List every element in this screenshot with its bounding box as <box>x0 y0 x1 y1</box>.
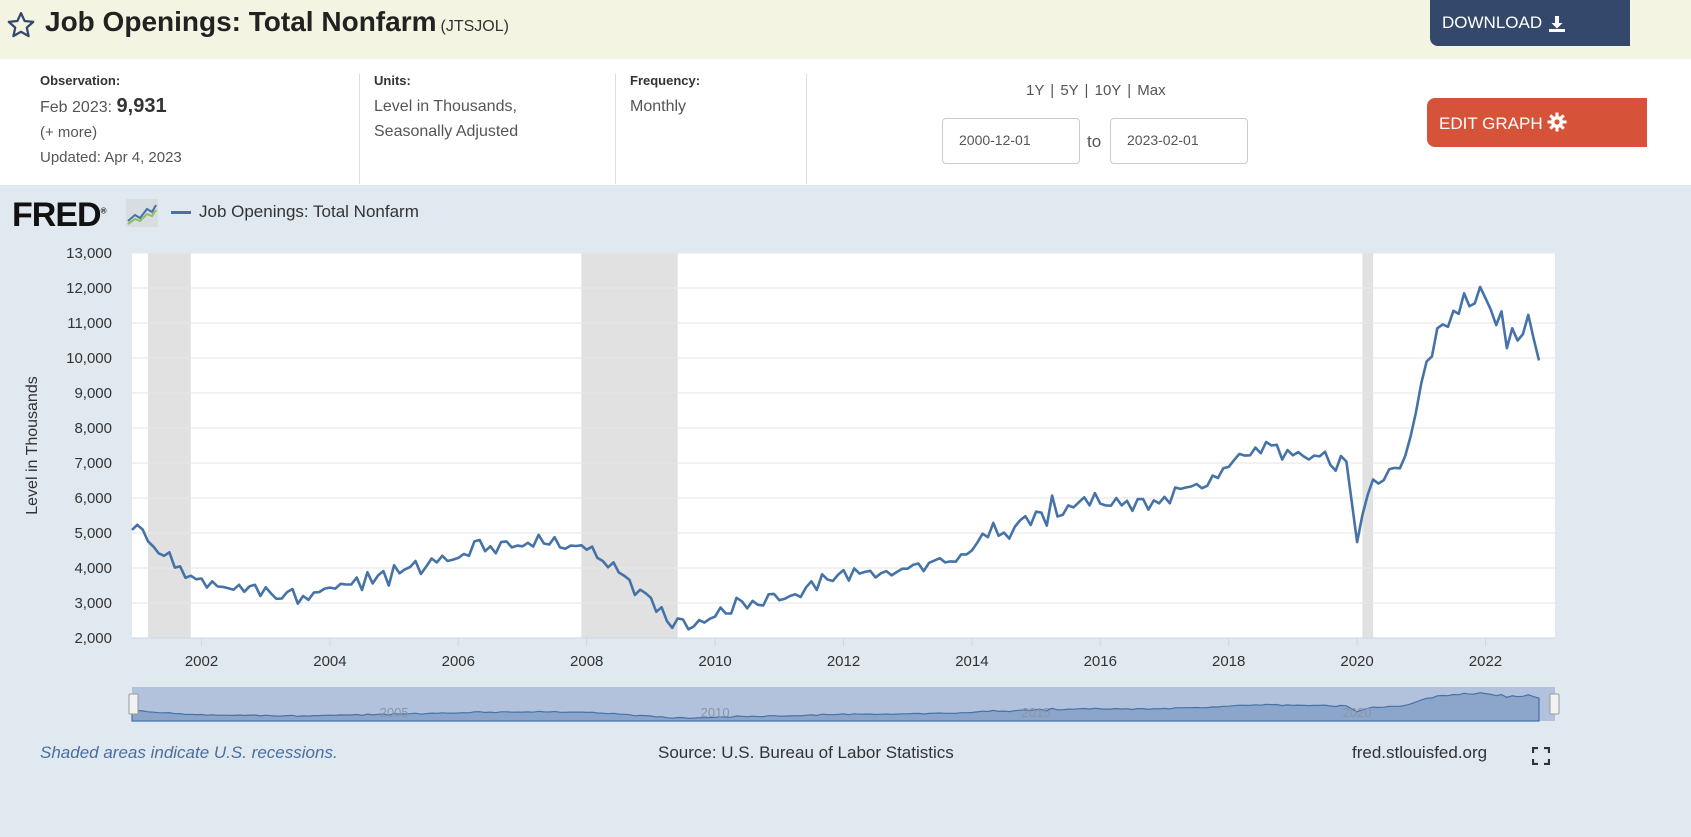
x-tick-label: 2022 <box>1469 653 1502 670</box>
range-max-link[interactable]: Max <box>1137 82 1166 99</box>
observation-period: Feb 2023: <box>40 99 113 116</box>
range-10y-link[interactable]: 10Y <box>1094 82 1122 99</box>
download-label: DOWNLOAD <box>1442 13 1543 32</box>
x-tick-label: 2020 <box>1340 653 1373 670</box>
frequency-label: Frequency: <box>630 73 701 88</box>
more-link[interactable]: (+ more) <box>40 124 98 141</box>
observation-block: Observation: Feb 2023: 9,931 (+ more) Up… <box>40 73 182 170</box>
y-tick-label: 8,000 <box>74 420 112 437</box>
navigator-label: 2020 <box>1343 705 1372 720</box>
observation-label: Observation: <box>40 73 121 88</box>
x-tick-label: 2008 <box>570 653 603 670</box>
units-label: Units: <box>374 73 411 88</box>
end-date-input[interactable]: 2023-02-01 <box>1110 118 1248 164</box>
y-tick-label: 12,000 <box>66 280 112 297</box>
edit-graph-button[interactable]: EDIT GRAPH <box>1427 98 1647 147</box>
legend-series-name: Job Openings: Total Nonfarm <box>199 202 419 221</box>
star-icon[interactable] <box>6 10 36 40</box>
y-tick-label: 2,000 <box>74 630 112 647</box>
plot-background <box>132 253 1555 638</box>
series-line <box>131 285 1541 631</box>
y-tick-label: 5,000 <box>74 525 112 542</box>
range-links: 1Y | 5Y | 10Y | Max <box>1026 82 1166 99</box>
range-5y-link[interactable]: 5Y <box>1060 82 1079 99</box>
recession-band <box>148 253 191 638</box>
legend-swatch <box>171 211 191 215</box>
divider <box>359 74 360 184</box>
recession-band <box>581 253 678 638</box>
divider <box>806 74 807 184</box>
x-tick-label: 2010 <box>698 653 731 670</box>
page-title: Job Openings: Total Nonfarm (JTSJOL) <box>45 6 509 38</box>
range-1y-link[interactable]: 1Y <box>1026 82 1045 99</box>
y-tick-label: 11,000 <box>67 315 112 332</box>
x-tick-label: 2018 <box>1212 653 1245 670</box>
chart-legend: Job Openings: Total Nonfarm <box>171 202 419 222</box>
divider <box>615 74 616 184</box>
navigator-right-handle[interactable] <box>1549 693 1560 715</box>
start-date-input[interactable]: 2000-12-01 <box>942 118 1080 164</box>
chart-svg: 2,000 3,000 4,000 5,000 6,000 7,000 8,000 9,000… <box>24 245 1560 722</box>
updated-date: Updated: Apr 4, 2023 <box>40 149 182 166</box>
to-label: to <box>1087 132 1102 151</box>
y-tick-label: 10,000 <box>66 350 112 367</box>
download-icon <box>1549 15 1566 32</box>
series-meta: Observation: Feb 2023: 9,931 (+ more) Up… <box>0 59 1691 186</box>
x-tick-label: 2002 <box>185 653 218 670</box>
y-tick-label: 9,000 <box>74 385 112 402</box>
fred-logo-text: FRED <box>12 196 102 234</box>
x-tick-label: 2006 <box>442 653 475 670</box>
navigator-label: 2010 <box>701 705 730 720</box>
units-line1: Level in Thousands, <box>374 98 517 115</box>
y-tick-label: 3,000 <box>74 595 112 612</box>
observation-value: 9,931 <box>116 95 167 117</box>
x-tick-label: 2012 <box>827 653 860 670</box>
y-tick-label: 13,000 <box>66 245 112 262</box>
title-text: Job Openings: Total Nonfarm <box>45 6 437 37</box>
navigator-series <box>131 692 1540 722</box>
units-line2: Seasonally Adjusted <box>374 123 519 140</box>
site-link[interactable]: fred.stlouisfed.org <box>1352 743 1488 762</box>
frequency-block: Frequency: Monthly <box>630 73 700 119</box>
y-tick-label: 4,000 <box>74 560 112 577</box>
fred-chart-icon <box>126 199 158 227</box>
x-tick-label: 2016 <box>1084 653 1117 670</box>
edit-graph-label: EDIT GRAPH <box>1439 114 1543 133</box>
fullscreen-icon[interactable] <box>1532 747 1550 765</box>
series-id: (JTSJOL) <box>440 18 509 35</box>
y-axis-label: Level in Thousands <box>24 376 41 514</box>
x-tick-label: 2004 <box>313 653 346 670</box>
navigator-label: 2005 <box>380 705 409 720</box>
gear-icon <box>1547 112 1567 132</box>
navigator-left-handle[interactable] <box>128 693 139 715</box>
fred-logo: FRED® <box>12 196 106 234</box>
y-tick-label: 7,000 <box>74 455 112 472</box>
units-block: Units: Level in Thousands, Seasonally Ad… <box>374 73 518 144</box>
navigator-label: 2015 <box>1022 705 1051 720</box>
y-tick-label: 6,000 <box>74 490 112 507</box>
x-tick-label: 2014 <box>955 653 988 670</box>
recession-band <box>1362 253 1374 638</box>
header-bar: Job Openings: Total Nonfarm (JTSJOL) DOWN… <box>0 0 1691 59</box>
download-button[interactable]: DOWNLOAD <box>1430 0 1630 46</box>
source-text: Source: U.S. Bureau of Labor Statistics <box>658 743 954 762</box>
frequency-value: Monthly <box>630 98 687 115</box>
recession-note: Shaded areas indicate U.S. recessions. <box>40 743 338 762</box>
